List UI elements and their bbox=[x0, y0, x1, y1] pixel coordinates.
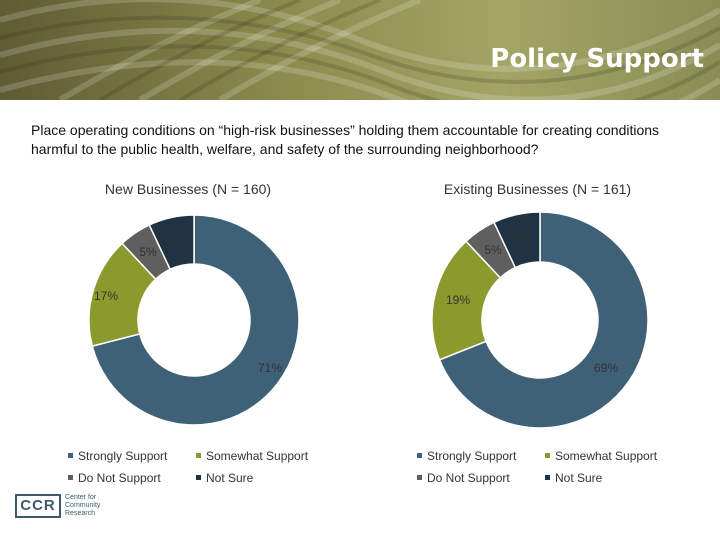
logo-line: Community bbox=[65, 502, 101, 509]
data-label: 19% bbox=[446, 293, 470, 307]
legend-new: Strongly Support Somewhat Support Do Not S… bbox=[68, 449, 348, 489]
ccr-logo: CCR Center for Community Research bbox=[15, 494, 115, 520]
survey-question: Place operating conditions on “high-risk… bbox=[31, 122, 660, 157]
legend-item: Strongly Support bbox=[417, 449, 516, 463]
legend-item: Somewhat Support bbox=[196, 449, 308, 463]
banner-pattern bbox=[0, 0, 720, 100]
legend-item: Not Sure bbox=[196, 471, 253, 485]
slice-strongly-support bbox=[91, 214, 300, 426]
legend-item: Somewhat Support bbox=[545, 449, 657, 463]
legend-swatch bbox=[417, 453, 422, 459]
logo-abbr: CCR bbox=[15, 494, 61, 518]
legend-swatch bbox=[68, 453, 73, 459]
legend-label: Do Not Support bbox=[427, 471, 510, 485]
slice-strongly-support bbox=[438, 211, 649, 429]
legend-label: Somewhat Support bbox=[555, 449, 658, 463]
chart-title-new: New Businesses (N = 160) bbox=[104, 181, 272, 197]
legend-swatch bbox=[196, 475, 201, 481]
legend-label: Not Sure bbox=[555, 471, 603, 485]
logo-line: Research bbox=[65, 510, 95, 517]
legend-item: Strongly Support bbox=[68, 449, 167, 463]
chart-title-existing: Existing Businesses (N = 161) bbox=[443, 181, 632, 197]
legend-swatch bbox=[417, 475, 422, 481]
legend-item: Not Sure bbox=[545, 471, 602, 485]
page-title: Policy Support bbox=[490, 44, 704, 74]
legend-swatch bbox=[196, 453, 201, 459]
data-label: 7% bbox=[169, 235, 187, 249]
data-label: 17% bbox=[94, 289, 118, 303]
data-label: 7% bbox=[514, 233, 532, 247]
donut-chart-existing: 69% 19% 5% 7% bbox=[431, 211, 649, 429]
logo-line: Center for bbox=[65, 494, 97, 501]
data-label: 69% bbox=[594, 361, 618, 375]
legend-label: Somewhat Support bbox=[206, 449, 309, 463]
legend-label: Not Sure bbox=[206, 471, 254, 485]
data-label: 71% bbox=[258, 361, 282, 375]
slice-not-sure bbox=[493, 211, 541, 269]
data-label: 5% bbox=[484, 243, 502, 257]
legend-label: Do Not Support bbox=[78, 471, 161, 485]
legend-swatch bbox=[545, 453, 550, 459]
legend-item: Do Not Support bbox=[417, 471, 510, 485]
legend-label: Strongly Support bbox=[427, 449, 517, 463]
legend-existing: Strongly Support Somewhat Support Do Not S… bbox=[417, 449, 697, 489]
donut-chart-new: 71% 17% 5% 7% bbox=[88, 214, 300, 426]
data-label: 5% bbox=[139, 245, 157, 259]
logo-name: Center for Community Research bbox=[65, 494, 100, 518]
legend-swatch bbox=[545, 475, 550, 481]
legend-swatch bbox=[68, 475, 73, 481]
slice-not-sure bbox=[148, 214, 195, 271]
legend-label: Strongly Support bbox=[78, 449, 168, 463]
legend-item: Do Not Support bbox=[68, 471, 161, 485]
header-banner: Policy Support bbox=[0, 0, 720, 100]
